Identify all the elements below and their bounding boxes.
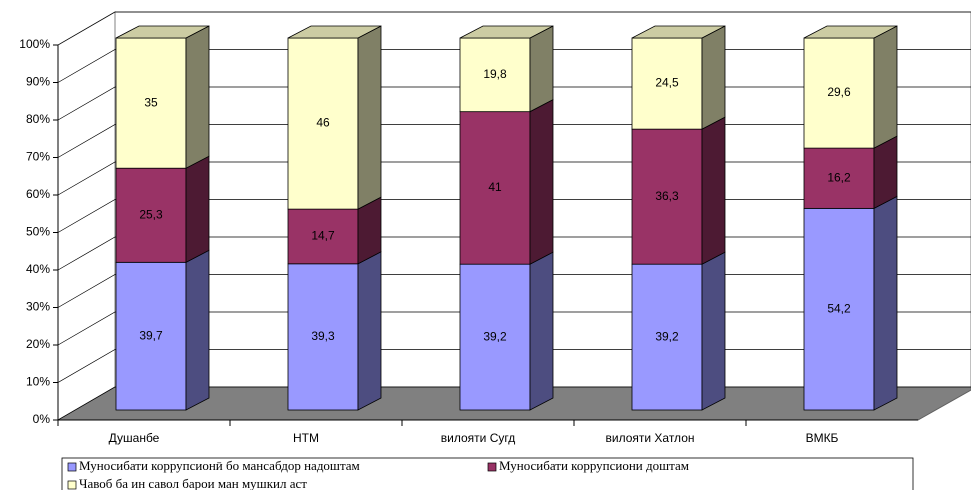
y-tick-label: 70% bbox=[26, 150, 50, 164]
bar-segment bbox=[631, 128, 703, 265]
data-label: 39,2 bbox=[483, 329, 507, 343]
data-label: 36,3 bbox=[655, 189, 679, 203]
bar-segment bbox=[115, 37, 187, 169]
bar-segment bbox=[115, 167, 187, 263]
y-tick-label: 90% bbox=[26, 75, 50, 89]
bar-top bbox=[287, 25, 382, 39]
bar-side bbox=[529, 25, 554, 113]
bar-top bbox=[631, 25, 726, 39]
data-label: 39,7 bbox=[139, 328, 163, 342]
data-label: 16,2 bbox=[827, 170, 851, 184]
bar-segment bbox=[631, 263, 703, 411]
bar-side bbox=[701, 25, 726, 130]
data-label: 24,5 bbox=[655, 76, 679, 90]
data-label: 39,3 bbox=[311, 329, 335, 343]
bar-side bbox=[701, 116, 726, 265]
data-label: 41 bbox=[488, 180, 502, 194]
bar-side bbox=[873, 25, 898, 149]
x-tick-label: вилояти Хатлон bbox=[605, 431, 694, 445]
bar-side bbox=[357, 251, 382, 411]
x-tick-label: ВМКБ bbox=[806, 431, 839, 445]
bar-side bbox=[185, 155, 210, 263]
y-tick-label: 0% bbox=[33, 412, 51, 426]
x-tick-label: Душанбе bbox=[109, 431, 160, 445]
bar-side bbox=[701, 251, 726, 411]
data-label: 14,7 bbox=[311, 229, 335, 243]
bar-top bbox=[459, 25, 554, 39]
bar-segment bbox=[459, 37, 531, 113]
y-tick-label: 20% bbox=[26, 337, 50, 351]
y-tick-label: 10% bbox=[26, 375, 50, 389]
bar-segment bbox=[803, 37, 875, 149]
data-label: 29,6 bbox=[827, 85, 851, 99]
y-tick-label: 40% bbox=[26, 262, 50, 276]
bar-side bbox=[357, 25, 382, 210]
data-label: 19,8 bbox=[483, 67, 507, 81]
legend-swatch bbox=[487, 462, 497, 472]
y-tick-label: 80% bbox=[26, 112, 50, 126]
data-label: 54,2 bbox=[827, 301, 851, 315]
legend-swatch bbox=[67, 480, 77, 490]
bar-top bbox=[115, 25, 210, 39]
x-tick-label: НТМ bbox=[293, 431, 319, 445]
x-tick-label: вилояти Сугд bbox=[441, 431, 515, 445]
bar-segment bbox=[287, 263, 359, 411]
bar-side bbox=[873, 135, 898, 210]
legend-label: Муносибати коррупсиони доштам bbox=[499, 458, 689, 473]
data-label: 35 bbox=[144, 95, 158, 109]
bar-segment bbox=[287, 208, 359, 265]
bar-top bbox=[803, 25, 898, 39]
legend-swatch bbox=[67, 462, 77, 472]
bar-side bbox=[529, 98, 554, 265]
bar-segment bbox=[459, 263, 531, 411]
y-tick-label: 30% bbox=[26, 300, 50, 314]
bar-side bbox=[185, 249, 210, 411]
y-tick-label: 60% bbox=[26, 187, 50, 201]
bar-side bbox=[185, 25, 210, 169]
bar-segment bbox=[115, 261, 187, 411]
data-label: 25,3 bbox=[139, 207, 163, 221]
legend-label: Чавоб ба ин савол барои ман мушкил аст bbox=[79, 476, 307, 490]
legend-box bbox=[61, 457, 914, 490]
bar-side bbox=[873, 195, 898, 411]
legend-label: Муносибати коррупсионӣ бо мансабдор надо… bbox=[79, 458, 360, 473]
bar-segment bbox=[459, 111, 531, 265]
bar-segment bbox=[631, 37, 703, 130]
grid-line bbox=[57, 11, 971, 46]
y-tick-label: 50% bbox=[26, 225, 50, 239]
bar-side bbox=[529, 251, 554, 411]
data-label: 46 bbox=[316, 116, 330, 130]
data-label: 39,2 bbox=[655, 329, 679, 343]
y-tick-label: 100% bbox=[19, 37, 50, 51]
